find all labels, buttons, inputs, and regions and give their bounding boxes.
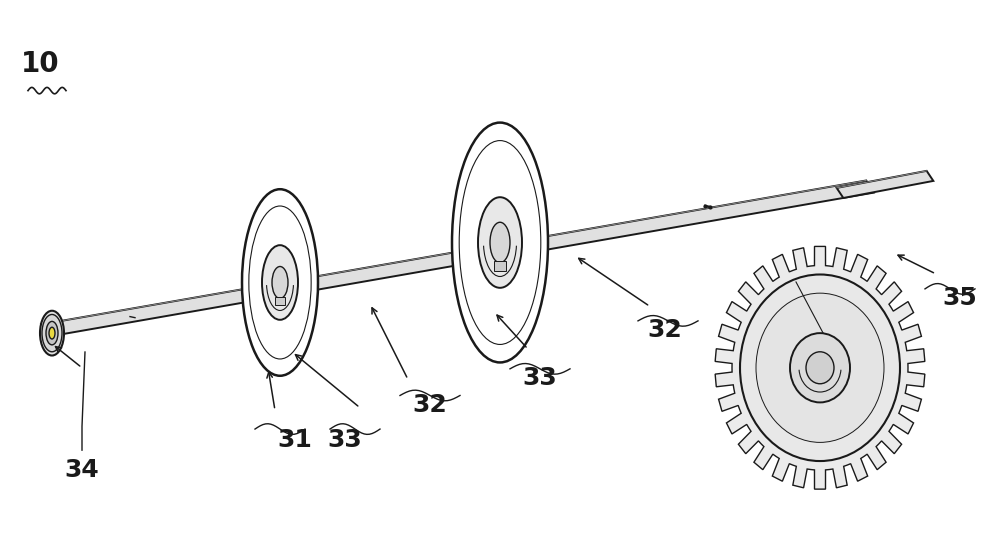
Ellipse shape <box>478 197 522 288</box>
Ellipse shape <box>790 333 850 402</box>
Polygon shape <box>41 181 874 336</box>
Ellipse shape <box>452 123 548 362</box>
Ellipse shape <box>756 293 884 442</box>
Ellipse shape <box>272 266 288 298</box>
Ellipse shape <box>249 206 311 359</box>
Ellipse shape <box>740 274 900 461</box>
Ellipse shape <box>459 141 541 344</box>
Ellipse shape <box>490 222 510 263</box>
Ellipse shape <box>40 311 64 356</box>
Text: 34: 34 <box>65 458 99 482</box>
Ellipse shape <box>262 245 298 320</box>
Polygon shape <box>715 246 925 489</box>
Ellipse shape <box>46 321 58 345</box>
Ellipse shape <box>49 327 55 339</box>
Text: 32: 32 <box>413 393 447 417</box>
Polygon shape <box>275 297 285 305</box>
Text: 35: 35 <box>943 286 977 311</box>
Polygon shape <box>494 261 506 271</box>
Text: 32: 32 <box>648 318 682 343</box>
Text: 33: 33 <box>328 427 362 452</box>
Text: 33: 33 <box>523 366 557 391</box>
Ellipse shape <box>806 352 834 384</box>
Ellipse shape <box>242 189 318 376</box>
Ellipse shape <box>42 314 62 352</box>
Text: 10: 10 <box>21 50 59 78</box>
Polygon shape <box>837 171 933 198</box>
Text: 31: 31 <box>278 427 312 452</box>
